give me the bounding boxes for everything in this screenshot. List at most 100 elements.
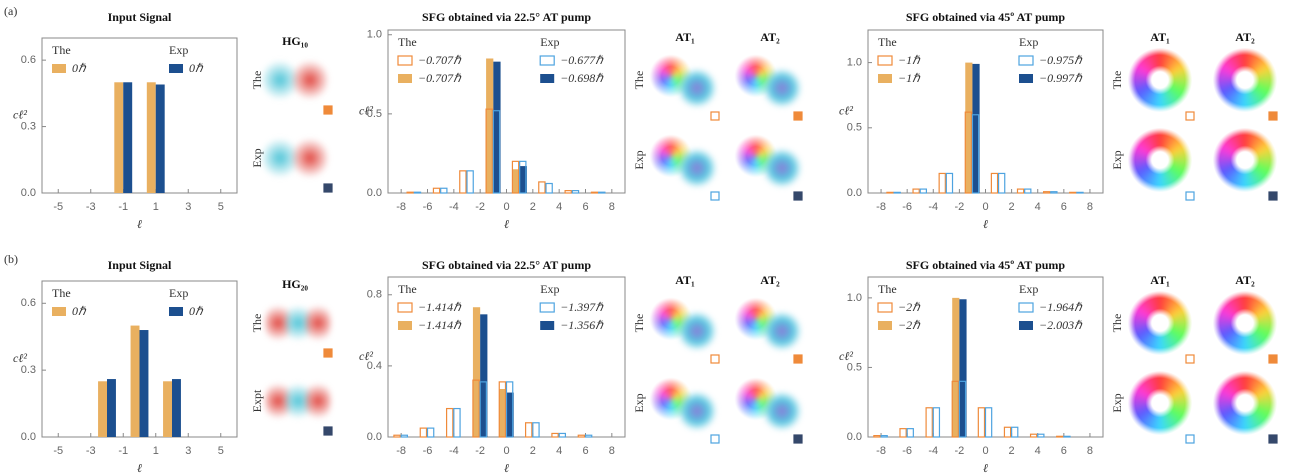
chart-title: SFG obtained via 22.5° AT pump bbox=[422, 258, 591, 272]
indicator-square bbox=[1269, 112, 1277, 120]
bar bbox=[1004, 427, 1010, 437]
y-axis-label: cℓ² bbox=[13, 107, 27, 121]
y-tick-label: 0.0 bbox=[847, 431, 862, 443]
y-tick-label: 0.0 bbox=[847, 187, 862, 199]
bar bbox=[572, 191, 578, 193]
bar bbox=[913, 189, 919, 193]
bar bbox=[114, 82, 123, 193]
x-tick-label: -8 bbox=[396, 201, 406, 213]
bar bbox=[1017, 189, 1023, 193]
bar bbox=[460, 171, 466, 193]
legend-swatch bbox=[398, 74, 412, 83]
bar bbox=[978, 408, 984, 437]
indicator-square bbox=[794, 192, 802, 200]
legend-swatch bbox=[398, 56, 412, 65]
x-tick-label: -1 bbox=[118, 201, 128, 213]
x-axis-label: ℓ bbox=[504, 217, 509, 231]
bar bbox=[933, 408, 939, 437]
image-title: AT₂ bbox=[1235, 273, 1255, 287]
y-tick-label: 1.0 bbox=[847, 292, 862, 304]
legend-header: Exp bbox=[169, 286, 188, 300]
image-row-label: The bbox=[250, 314, 264, 333]
bar bbox=[441, 188, 447, 193]
y-tick-label: 0.4 bbox=[367, 360, 382, 372]
x-tick-label: 6 bbox=[582, 201, 588, 213]
bar bbox=[1077, 192, 1083, 193]
indicator-square bbox=[711, 192, 719, 200]
indicator-square bbox=[711, 435, 719, 443]
at-donut bbox=[1128, 48, 1192, 112]
x-tick-label: -6 bbox=[423, 201, 433, 213]
bar bbox=[881, 436, 887, 437]
legend-label: −0.997ℏ bbox=[1039, 71, 1083, 85]
indicator-square bbox=[794, 435, 802, 443]
legend-header: The bbox=[52, 43, 71, 57]
indicator-square bbox=[711, 355, 719, 363]
legend-swatch bbox=[1019, 74, 1033, 83]
bar bbox=[107, 379, 116, 437]
x-tick-label: -8 bbox=[876, 445, 886, 457]
legend-label: −1.356ℏ bbox=[560, 318, 604, 332]
legend-header: The bbox=[52, 286, 71, 300]
at-lobe bbox=[762, 68, 802, 108]
y-tick-label: 0.8 bbox=[367, 289, 382, 301]
legend-label: −1ℏ bbox=[898, 53, 921, 67]
x-tick-label: 0 bbox=[982, 445, 988, 457]
bar bbox=[578, 435, 584, 437]
panel-label: (a) bbox=[4, 4, 17, 18]
legend-swatch bbox=[540, 321, 554, 330]
bar bbox=[1070, 192, 1076, 193]
bar bbox=[991, 173, 997, 193]
bar bbox=[894, 192, 900, 193]
at-lobe bbox=[677, 148, 717, 188]
at-donut bbox=[1128, 291, 1192, 355]
bar bbox=[552, 433, 558, 437]
legend-label: −2ℏ bbox=[898, 318, 921, 332]
bar bbox=[1012, 427, 1018, 437]
bar bbox=[1044, 192, 1050, 193]
legend-label: −0.975ℏ bbox=[1039, 53, 1083, 67]
bar bbox=[533, 423, 539, 437]
at-lobe bbox=[762, 148, 802, 188]
x-tick-label: 1 bbox=[153, 201, 159, 213]
x-tick-label: 3 bbox=[185, 201, 191, 213]
bar bbox=[539, 182, 545, 193]
bar bbox=[123, 82, 132, 193]
bar bbox=[1051, 192, 1057, 193]
x-tick-label: 5 bbox=[218, 445, 224, 457]
x-tick-label: 5 bbox=[218, 201, 224, 213]
bar bbox=[420, 428, 426, 437]
x-tick-label: 8 bbox=[1087, 201, 1093, 213]
bar bbox=[447, 409, 453, 437]
x-tick-label: 4 bbox=[556, 201, 562, 213]
x-tick-label: -4 bbox=[449, 445, 459, 457]
hg-lobe bbox=[305, 301, 331, 345]
bar bbox=[172, 379, 181, 437]
bar bbox=[131, 326, 140, 437]
bar bbox=[526, 423, 532, 437]
legend-label: 0ℏ bbox=[72, 61, 87, 75]
legend-label: −0.677ℏ bbox=[560, 53, 604, 67]
legend-header: Exp bbox=[1019, 282, 1038, 296]
legend-swatch bbox=[540, 56, 554, 65]
bar bbox=[147, 82, 156, 193]
x-tick-label: -8 bbox=[396, 445, 406, 457]
x-tick-label: 8 bbox=[609, 201, 615, 213]
image-row-label: Expt bbox=[250, 389, 264, 412]
bar bbox=[599, 192, 605, 193]
bar bbox=[1057, 436, 1063, 437]
legend-label: 0ℏ bbox=[72, 304, 87, 318]
legend-label: −1.414ℏ bbox=[418, 318, 462, 332]
y-axis-label: cℓ² bbox=[13, 351, 27, 365]
bar bbox=[946, 173, 952, 193]
indicator-square bbox=[1269, 435, 1277, 443]
y-tick-label: 1.0 bbox=[847, 57, 862, 69]
bar bbox=[559, 433, 565, 437]
legend-header: Exp bbox=[540, 282, 559, 296]
bar bbox=[1031, 434, 1037, 437]
bar bbox=[565, 191, 571, 193]
y-tick-label: 1.0 bbox=[367, 29, 382, 41]
chart-title: Input Signal bbox=[108, 10, 172, 24]
bar bbox=[394, 435, 400, 437]
bar bbox=[407, 192, 413, 193]
